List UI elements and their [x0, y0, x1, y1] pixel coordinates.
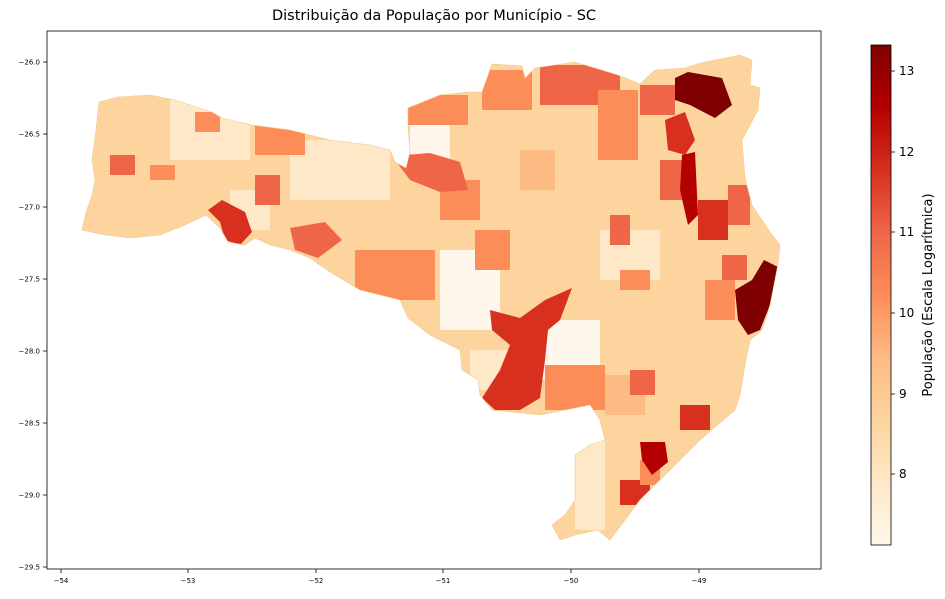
municipality-region	[392, 153, 468, 192]
colorbar-label: População (Escala Logarítmica)	[921, 193, 936, 396]
municipality-region	[675, 72, 732, 118]
colorbar	[870, 44, 892, 546]
municipality-region	[545, 365, 605, 410]
colorbar-tick-label: 11	[899, 225, 914, 239]
colorbar-ticks	[891, 70, 895, 475]
municipality-region	[620, 270, 650, 290]
municipality-region	[598, 90, 638, 160]
colorbar-tick-label: 12	[899, 145, 914, 159]
y-tick-label: −26.0	[19, 59, 40, 67]
municipality-region	[150, 165, 175, 180]
municipality-region	[195, 112, 220, 132]
x-tick-label: −53	[181, 577, 196, 585]
municipality-region	[355, 250, 435, 300]
x-tick-label: −52	[309, 577, 324, 585]
municipality-region	[208, 200, 252, 245]
colorbar-tick-label: 10	[899, 306, 914, 320]
municipality-region	[482, 288, 572, 410]
municipality-region	[680, 405, 710, 430]
municipality-region	[575, 440, 605, 530]
colorbar-tick-label: 8	[899, 467, 907, 481]
municipality-region	[475, 230, 510, 270]
y-tick-label: −29.0	[19, 492, 40, 500]
municipality-region	[640, 85, 675, 115]
y-tick-label: −28.5	[19, 420, 40, 428]
municipality-region	[640, 442, 668, 475]
municipality-region	[722, 255, 747, 280]
x-tick-label: −49	[692, 577, 707, 585]
state-outline	[81, 54, 781, 541]
municipality-region	[110, 155, 135, 175]
y-tick-label: −26.5	[19, 131, 40, 139]
municipality-region	[610, 215, 630, 245]
municipality-region	[680, 152, 698, 225]
colorbar-tick-label: 13	[899, 64, 914, 78]
municipality-region	[705, 280, 735, 320]
municipality-region	[630, 370, 655, 395]
y-tick-label: −27.0	[19, 204, 40, 212]
municipality-region	[290, 222, 342, 258]
municipality-region	[735, 260, 780, 335]
map-title: Distribuição da População por Município …	[271, 8, 597, 24]
municipality-region	[290, 140, 390, 200]
x-tick-label: −51	[436, 577, 451, 585]
municipality-region	[728, 185, 750, 225]
municipality-region	[255, 175, 280, 205]
y-tick-label: −27.5	[19, 276, 40, 284]
x-tick-label: −50	[564, 577, 579, 585]
x-tick-label: −54	[54, 577, 69, 585]
y-tick-label: −29.5	[19, 564, 40, 572]
municipality-region	[520, 150, 555, 190]
municipality-region	[698, 200, 728, 240]
y-axis	[43, 61, 47, 568]
municipality-region	[665, 112, 695, 155]
colorbar-tick-label: 9	[899, 387, 907, 401]
municipality-region	[482, 70, 532, 110]
x-axis	[60, 569, 700, 573]
y-tick-label: −28.0	[19, 348, 40, 356]
